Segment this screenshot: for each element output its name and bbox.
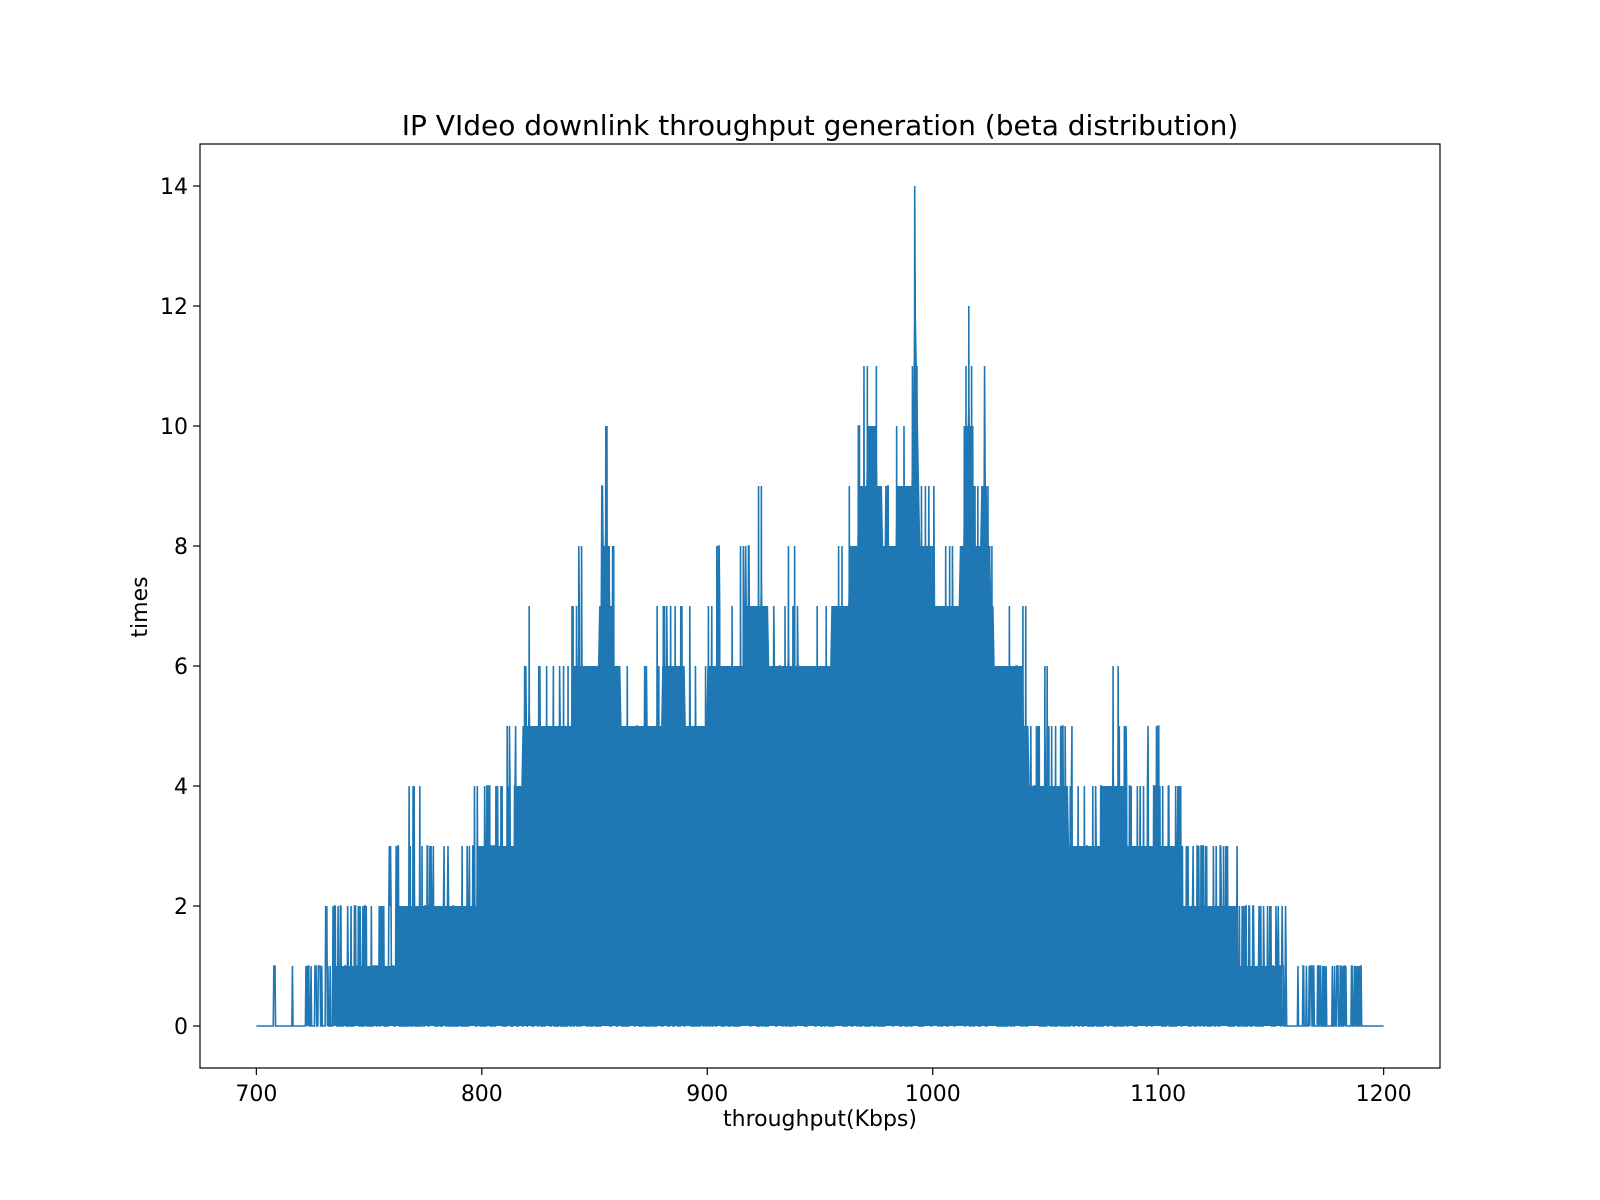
y-tick-label: 10 bbox=[160, 415, 188, 440]
x-tick-label: 800 bbox=[461, 1082, 503, 1107]
y-tick-label: 4 bbox=[174, 775, 188, 800]
y-tick-label: 6 bbox=[174, 655, 188, 680]
x-tick-label: 700 bbox=[235, 1082, 277, 1107]
y-tick-label: 0 bbox=[174, 1015, 188, 1040]
plot-frame bbox=[199, 143, 1441, 1069]
x-tick-label: 900 bbox=[686, 1082, 728, 1107]
y-tick-label: 2 bbox=[174, 895, 188, 920]
x-tick-label: 1200 bbox=[1356, 1082, 1412, 1107]
y-axis-label: times bbox=[128, 576, 153, 637]
y-axis: 0 2 4 6 8 10 12 14 bbox=[160, 175, 200, 1040]
y-tick-label: 14 bbox=[160, 175, 188, 200]
plot-area bbox=[256, 185, 1384, 1027]
chart-title: IP VIdeo downlink throughput generation … bbox=[402, 109, 1239, 142]
x-axis: 700 800 900 1000 1100 1200 bbox=[235, 1068, 1412, 1107]
series-dense-fill bbox=[305, 246, 1346, 1026]
y-tick-label: 8 bbox=[174, 535, 188, 560]
x-tick-label: 1000 bbox=[905, 1082, 961, 1107]
y-tick-label: 12 bbox=[160, 295, 188, 320]
x-tick-label: 1100 bbox=[1130, 1082, 1186, 1107]
x-axis-label: throughput(Kbps) bbox=[723, 1107, 917, 1132]
